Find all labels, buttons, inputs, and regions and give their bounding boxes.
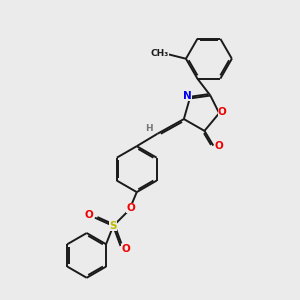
Text: O: O [127,203,135,213]
Text: CH₃: CH₃ [151,49,169,58]
Text: O: O [218,107,226,117]
Text: O: O [85,210,93,220]
Text: H: H [145,124,153,133]
Text: O: O [214,141,223,151]
Text: N: N [183,92,192,101]
Text: S: S [110,221,117,231]
Text: O: O [122,244,130,254]
